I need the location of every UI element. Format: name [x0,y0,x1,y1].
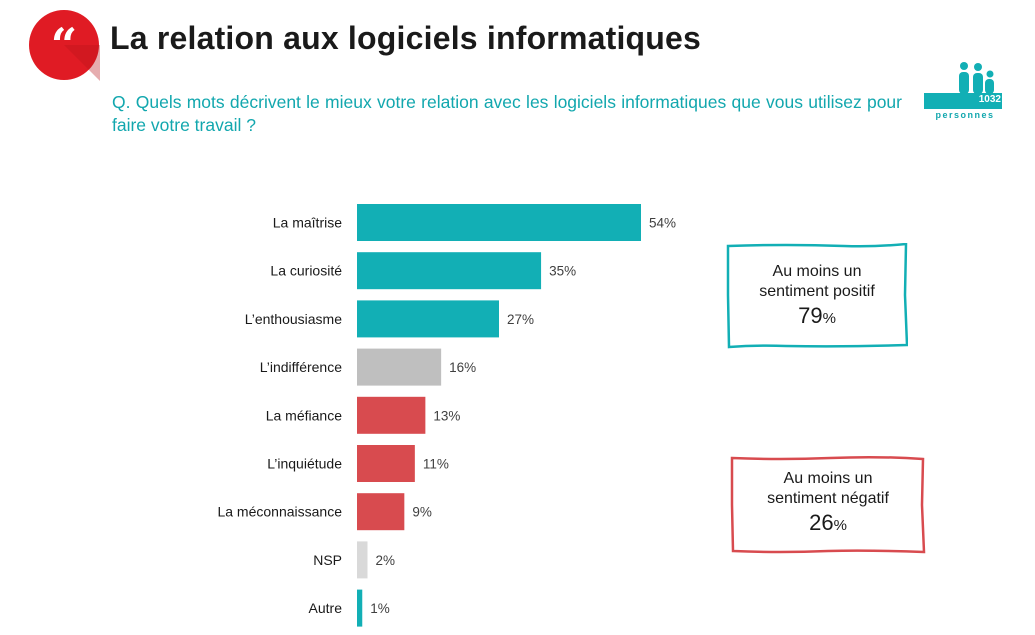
value-label-7: 2% [376,553,396,568]
bar-0 [357,204,641,241]
value-label-2: 27% [507,312,534,327]
positive-callout-unit: % [822,310,836,327]
positive-callout-value: 79 [798,303,823,328]
category-label-2: L’enthousiasme [245,311,343,327]
bar-4 [357,396,426,434]
category-label-1: La curiosité [270,263,342,279]
category-label-3: L’indifférence [260,359,342,375]
positive-callout-frame [726,243,908,349]
negative-callout-value: 26 [809,510,834,535]
bar-1 [357,252,542,290]
positive-callout-line2: sentiment positif [759,283,875,300]
survey-question: Q. Quels mots décrivent le mieux votre r… [112,92,902,135]
bar-6 [357,493,405,531]
negative-callout-unit: % [833,517,847,534]
bar-5 [357,445,415,482]
negative-callout-line2: sentiment négatif [767,490,889,507]
category-label-0: La maîtrise [273,215,342,231]
page-title: La relation aux logiciels informatiques [110,20,702,56]
category-label-5: L’inquiétude [267,456,342,472]
value-label-3: 16% [449,360,476,375]
bar-7 [357,541,368,579]
svg-text:“: “ [51,18,77,72]
bar-3 [357,348,442,386]
sample-label: personnes [935,110,995,120]
positive-callout-line1: Au moins un [772,263,862,280]
value-label-4: 13% [433,408,460,423]
category-label-7: NSP [313,552,342,568]
negative-callout-line1: Au moins un [783,470,873,487]
value-label-6: 9% [412,505,432,520]
category-label-6: La méconnaissance [217,504,342,520]
value-label-1: 35% [549,264,576,279]
bar-2 [357,300,499,338]
negative-callout-frame [730,455,926,554]
value-label-8: 1% [370,601,390,616]
bar-8 [357,589,363,627]
negative-callout: Au moins un sentiment négatif 26% [730,455,926,555]
quote-badge-icon: “ [29,10,100,81]
sample-count: 1032 [978,94,1001,105]
value-label-0: 54% [649,216,676,231]
people-icon [924,62,1002,109]
category-label-8: Autre [309,600,343,616]
bar-chart: La maîtrise 54% La curiosité 35% L’enthousia… [217,204,676,627]
value-label-5: 11% [423,457,449,472]
category-label-4: La méfiance [266,407,342,423]
positive-callout: Au moins un sentiment positif 79% [726,243,908,349]
